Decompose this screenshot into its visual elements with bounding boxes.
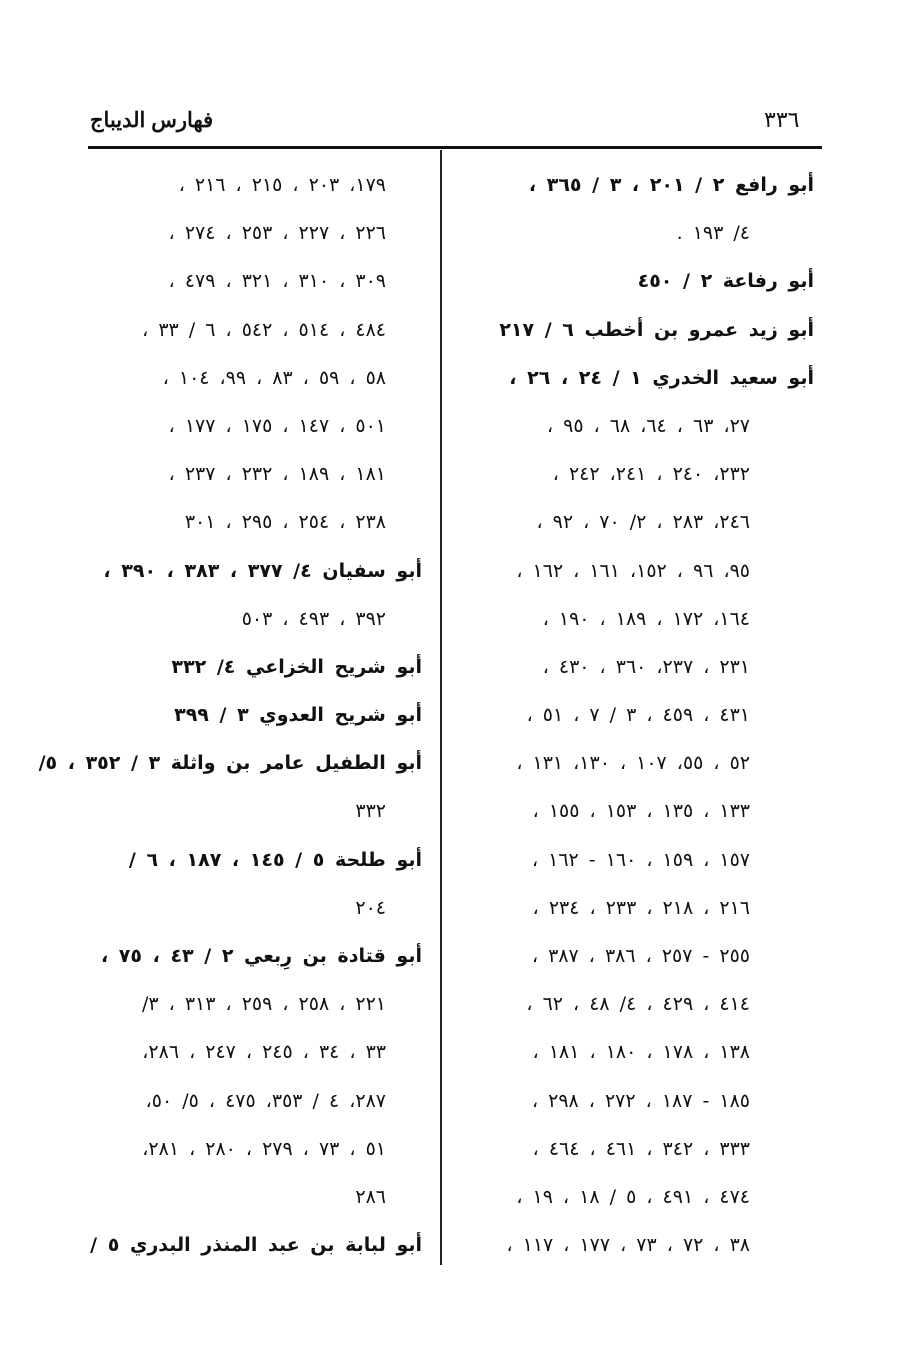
- index-column-right: أبو رافع ٢ / ٢٠١ ، ٣ / ٣٦٥ ، ٤/ ١٩٣ . أبو …: [452, 166, 814, 1274]
- index-entry-continuation: ٩٥، ٩٦ ، ١٥٢، ١٦١ ، ١٦٢ ،: [516, 559, 750, 582]
- index-entry-continuation: ٣٣ ، ٣٤ ، ٢٤٥ ، ٢٤٧ ، ٢٨٦،: [142, 1041, 386, 1064]
- running-title: فهارس الديباج: [90, 109, 214, 132]
- index-entry-continuation: ٥١ ، ٧٣ ، ٢٧٩ ، ٢٨٠ ، ٢٨١،: [142, 1137, 386, 1160]
- index-entry: أبو الطفيل عامر بن واثلة ٣ / ٣٥٢ ، ٥/: [38, 752, 422, 775]
- index-entry-continuation: ٢٠٤: [355, 896, 386, 919]
- index-entry: أبو شريح الخزاعي ٤/ ٣٣٢: [171, 655, 422, 678]
- index-entry-continuation: ٢٢١ ، ٢٥٨ ، ٢٥٩ ، ٣١٣ ، ٣/: [142, 993, 386, 1016]
- index-entry-continuation: ٣٣٣ ، ٣٤٢ ، ٤٦١ ، ٤٦٤ ،: [532, 1137, 750, 1160]
- index-entry: أبو لبابة بن عبد المنذر البدري ٥ /: [90, 1234, 422, 1257]
- column-divider: [440, 150, 442, 1265]
- index-entry: أبو شريح العدوي ٣ / ٣٩٩: [174, 704, 422, 727]
- index-entry-continuation: ٢١٦ ، ٢١٨ ، ٢٣٣ ، ٢٣٤ ،: [532, 896, 750, 919]
- index-entry-continuation: ٥٨ ، ٥٩ ، ٨٣ ، ٩٩، ١٠٤ ،: [162, 366, 386, 389]
- index-entry-continuation: ١٧٩، ٢٠٣ ، ٢١٥ ، ٢١٦ ،: [178, 174, 386, 196]
- index-entry-continuation: ٢٣٢، ٢٤٠ ، ٢٤١، ٢٤٢ ،: [552, 463, 750, 486]
- page-number: ٣٣٦: [764, 108, 800, 133]
- index-entry-continuation: ١٣٨ ، ١٧٨ ، ١٨٠ ، ١٨١ ،: [532, 1041, 750, 1064]
- index-entry-continuation: ٢٢٦ ، ٢٢٧ ، ٢٥٣ ، ٢٧٤ ،: [168, 222, 386, 245]
- header-rule: [88, 146, 822, 149]
- index-entry-continuation: ٢٤٦، ٢٨٣ ، ٢/ ٧٠ ، ٩٢ ،: [536, 511, 750, 534]
- index-entry: أبو رافع ٢ / ٢٠١ ، ٣ / ٣٦٥ ،: [528, 174, 814, 196]
- index-entry-continuation: ٤٧٤ ، ٤٩١ ، ٥ / ١٨ ، ١٩ ،: [516, 1185, 750, 1208]
- index-entry: أبو سفيان ٤/ ٣٧٧ ، ٣٨٣ ، ٣٩٠ ،: [103, 559, 422, 582]
- index-entry: أبو رفاعة ٢ / ٤٥٠: [637, 270, 814, 293]
- index-entry: أبو طلحة ٥ / ١٤٥ ، ١٨٧ ، ٦ /: [128, 848, 422, 871]
- index-entry-continuation: ٣٨ ، ٧٢ ، ٧٣ ، ١٧٧ ، ١١٧ ،: [506, 1234, 750, 1257]
- index-entry-continuation: ١٦٤، ١٧٢ ، ١٨٩ ، ١٩٠ ،: [542, 607, 750, 630]
- index-column-left: ١٧٩، ٢٠٣ ، ٢١٥ ، ٢١٦ ، ٢٢٦ ، ٢٢٧ ، ٢٥٣ ، …: [38, 166, 422, 1274]
- index-entry-continuation: ٢٣١ ، ٢٣٧، ٣٦٠ ، ٤٣٠ ،: [542, 655, 750, 678]
- index-entry-continuation: ٢٨٦: [355, 1185, 386, 1208]
- index-entry-continuation: ٤٨٤ ، ٥١٤ ، ٥٤٢ ، ٦ / ٣٣ ،: [142, 318, 386, 341]
- index-entry-continuation: ٤٣١ ، ٤٥٩ ، ٣ / ٧ ، ٥١ ،: [526, 704, 750, 727]
- index-entry-continuation: ٥٢ ، ٥٥، ١٠٧ ، ١٣٠، ١٣١ ،: [516, 752, 750, 775]
- index-entry-continuation: ٢٧، ٦٣ ، ٦٤، ٦٨ ، ٩٥ ،: [546, 414, 750, 437]
- index-entry-continuation: ٣٣٢: [355, 800, 386, 823]
- index-entry-continuation: ٣٠٩ ، ٣١٠ ، ٣٢١ ، ٤٧٩ ،: [168, 270, 386, 293]
- index-entry-continuation: ١٥٧ ، ١٥٩ ، ١٦٠ - ١٦٢ ،: [531, 848, 750, 871]
- index-entry-continuation: ١٨١ ، ١٨٩ ، ٢٣٢ ، ٢٣٧ ،: [168, 463, 386, 486]
- index-entry: أبو سعيد الخدري ١ / ٢٤ ، ٢٦ ،: [509, 366, 814, 389]
- index-entry-continuation: ٣٩٢ ، ٤٩٣ ، ٥٠٣: [241, 607, 386, 630]
- index-entry-continuation: ٢٥٥ - ٢٥٧ ، ٣٨٦ ، ٣٨٧ ،: [531, 945, 750, 967]
- index-entry-continuation: ٢٨٧، ٤ / ٣٥٣، ٤٧٥ ، ٥/ ٥٠،: [145, 1089, 386, 1112]
- index-entry: أبو قتادة بن رِبعي ٢ / ٤٣ ، ٧٥ ،: [100, 945, 422, 967]
- index-entry-continuation: ١٨٥ - ١٨٧ ، ٢٧٢ ، ٢٩٨ ،: [531, 1089, 750, 1112]
- index-entry-continuation: ٤/ ١٩٣ .: [676, 222, 750, 245]
- index-entry-continuation: ١٣٣ ، ١٣٥ ، ١٥٣ ، ١٥٥ ،: [532, 800, 750, 823]
- index-entry-continuation: ٢٣٨ ، ٢٥٤ ، ٢٩٥ ، ٣٠١: [184, 511, 386, 534]
- index-entry-continuation: ٤١٤ ، ٤٢٩ ، ٤/ ٤٨ ، ٦٢ ،: [526, 993, 750, 1016]
- index-entry-continuation: ٥٠١ ، ١٤٧ ، ١٧٥ ، ١٧٧ ،: [168, 414, 386, 437]
- index-entry: أبو زيد عمرو بن أخطب ٦ / ٢١٧: [499, 318, 814, 341]
